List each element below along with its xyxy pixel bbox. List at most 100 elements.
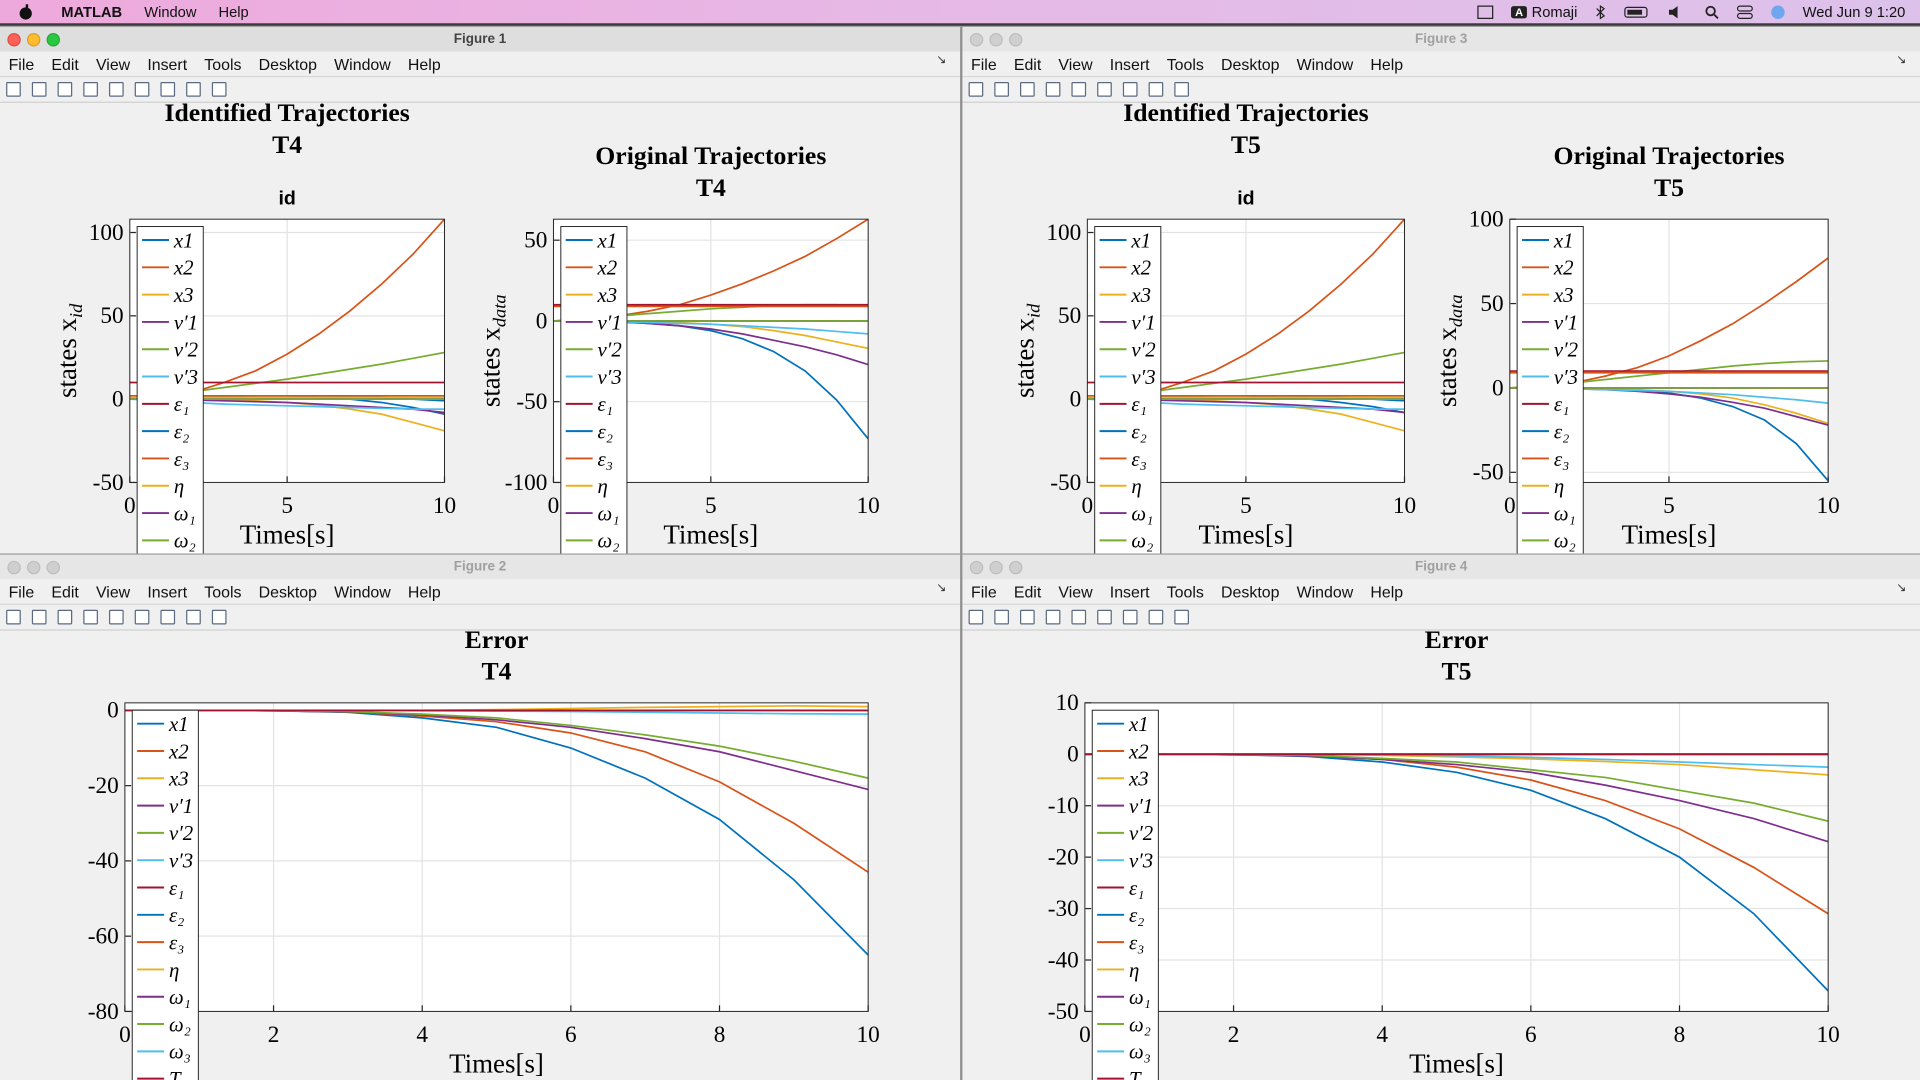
menu-item[interactable]: Help	[407, 54, 441, 73]
menu-item[interactable]: Tools	[1166, 582, 1204, 601]
window-button[interactable]	[7, 33, 21, 47]
menu-item[interactable]: View	[95, 54, 131, 73]
menu-item[interactable]: View	[1058, 54, 1093, 73]
tool-button[interactable]	[160, 609, 176, 625]
tool-button[interactable]	[31, 609, 47, 625]
menu-item[interactable]: Desktop	[258, 582, 318, 601]
volume-icon[interactable]	[1668, 4, 1688, 19]
menu-item[interactable]: Edit	[51, 54, 79, 73]
siri-icon[interactable]	[1771, 4, 1786, 19]
menu-item[interactable]: Help	[218, 3, 249, 21]
tool-button[interactable]	[31, 82, 47, 97]
menu-item[interactable]: Desktop	[1221, 54, 1280, 73]
window-button[interactable]	[989, 560, 1003, 575]
menu-item[interactable]: Tools	[1166, 54, 1204, 73]
window-button[interactable]	[46, 560, 60, 575]
menu-item[interactable]: File	[8, 54, 35, 73]
menu-item[interactable]: Window	[334, 54, 391, 73]
bluetooth-icon[interactable]	[1594, 4, 1606, 19]
window-button[interactable]	[1008, 33, 1023, 47]
window-button[interactable]	[969, 33, 984, 47]
menu-item[interactable]: View	[95, 582, 131, 601]
tool-button[interactable]	[968, 82, 984, 97]
menu-item[interactable]: File	[971, 54, 997, 73]
apple-icon[interactable]	[17, 3, 34, 20]
tool-button[interactable]	[1174, 82, 1189, 97]
tool-button[interactable]	[134, 82, 150, 97]
tool-button[interactable]	[134, 609, 150, 625]
dock-button[interactable]: ↘	[936, 53, 947, 68]
tool-button[interactable]	[1020, 609, 1035, 625]
battery-icon[interactable]	[1624, 4, 1651, 19]
tool-button[interactable]	[57, 82, 73, 97]
menu-item[interactable]: Tools	[204, 54, 242, 73]
tool-button[interactable]	[1122, 82, 1138, 97]
window-button[interactable]	[989, 33, 1003, 47]
menu-item[interactable]: Help	[1370, 582, 1404, 601]
menu-item[interactable]: Window	[334, 582, 391, 601]
tool-button[interactable]	[6, 609, 21, 625]
tool-button[interactable]	[1020, 82, 1035, 97]
tool-button[interactable]	[968, 609, 984, 625]
legend: x1 x2 x3 v′1 v′2 v′3 ε₁ ε₂ ε₃ η ω₁ ω₂ ω₃ T	[1091, 709, 1159, 1080]
window-button[interactable]	[46, 33, 60, 47]
tool-button[interactable]	[186, 609, 201, 625]
dock-button[interactable]: ↘	[936, 581, 947, 596]
window-button[interactable]	[7, 560, 21, 575]
menu-item[interactable]: View	[1058, 582, 1093, 601]
tool-button[interactable]	[1097, 82, 1112, 97]
tool-button[interactable]	[1045, 609, 1061, 625]
menu-item[interactable]: Window	[1296, 582, 1354, 601]
input-source[interactable]: A Romaji	[1511, 3, 1577, 20]
control-icon[interactable]	[1737, 4, 1754, 19]
menu-item[interactable]: Window	[1296, 54, 1354, 73]
menu-item[interactable]: File	[8, 582, 35, 601]
menu-item[interactable]: Desktop	[1221, 582, 1280, 601]
menu-item[interactable]: Insert	[1109, 54, 1150, 73]
tool-button[interactable]	[994, 609, 1009, 625]
tool-button[interactable]	[211, 82, 227, 97]
menu-item[interactable]: Edit	[1013, 582, 1042, 601]
window-button[interactable]	[969, 560, 984, 575]
tool-button[interactable]	[1071, 82, 1087, 97]
tool-button[interactable]	[83, 609, 98, 625]
chart-title: Original Trajectories	[595, 141, 826, 170]
window-button[interactable]	[26, 560, 41, 575]
dock-button[interactable]: ↘	[1896, 53, 1907, 68]
menu-item[interactable]: Window	[144, 3, 197, 21]
tool-button[interactable]	[1097, 609, 1112, 625]
tool-button[interactable]	[1071, 609, 1087, 625]
window-button[interactable]	[26, 33, 41, 47]
menu-item[interactable]: Insert	[147, 54, 188, 73]
clock[interactable]: Wed Jun 9 1:20	[1802, 3, 1906, 21]
menu-item[interactable]: Edit	[51, 582, 79, 601]
tool-button[interactable]	[6, 82, 21, 97]
menu-item[interactable]: Tools	[204, 582, 242, 601]
status-icon[interactable]	[1477, 4, 1494, 19]
tool-button[interactable]	[108, 609, 124, 625]
tool-button[interactable]	[211, 609, 227, 625]
tool-button[interactable]	[160, 82, 176, 97]
search-icon[interactable]	[1705, 4, 1720, 19]
menu-item[interactable]: Edit	[1013, 54, 1042, 73]
app-name[interactable]: MATLAB	[61, 3, 123, 21]
menu-item[interactable]: Help	[1370, 54, 1404, 73]
menu-item[interactable]: Desktop	[258, 54, 318, 73]
tool-button[interactable]	[1122, 609, 1138, 625]
dock-button[interactable]: ↘	[1896, 581, 1907, 596]
y-axis-label-subscript: data	[490, 294, 510, 327]
window-button[interactable]	[1008, 560, 1023, 575]
tool-button[interactable]	[186, 82, 201, 97]
tool-button[interactable]	[1148, 609, 1164, 625]
tool-button[interactable]	[1148, 82, 1164, 97]
tool-button[interactable]	[994, 82, 1009, 97]
tool-button[interactable]	[1174, 609, 1189, 625]
tool-button[interactable]	[83, 82, 98, 97]
tool-button[interactable]	[57, 609, 73, 625]
menu-item[interactable]: Insert	[147, 582, 188, 601]
menu-item[interactable]: File	[971, 582, 997, 601]
menu-item[interactable]: Insert	[1109, 582, 1150, 601]
tool-button[interactable]	[108, 82, 124, 97]
menu-item[interactable]: Help	[407, 582, 441, 601]
tool-button[interactable]	[1045, 82, 1061, 97]
